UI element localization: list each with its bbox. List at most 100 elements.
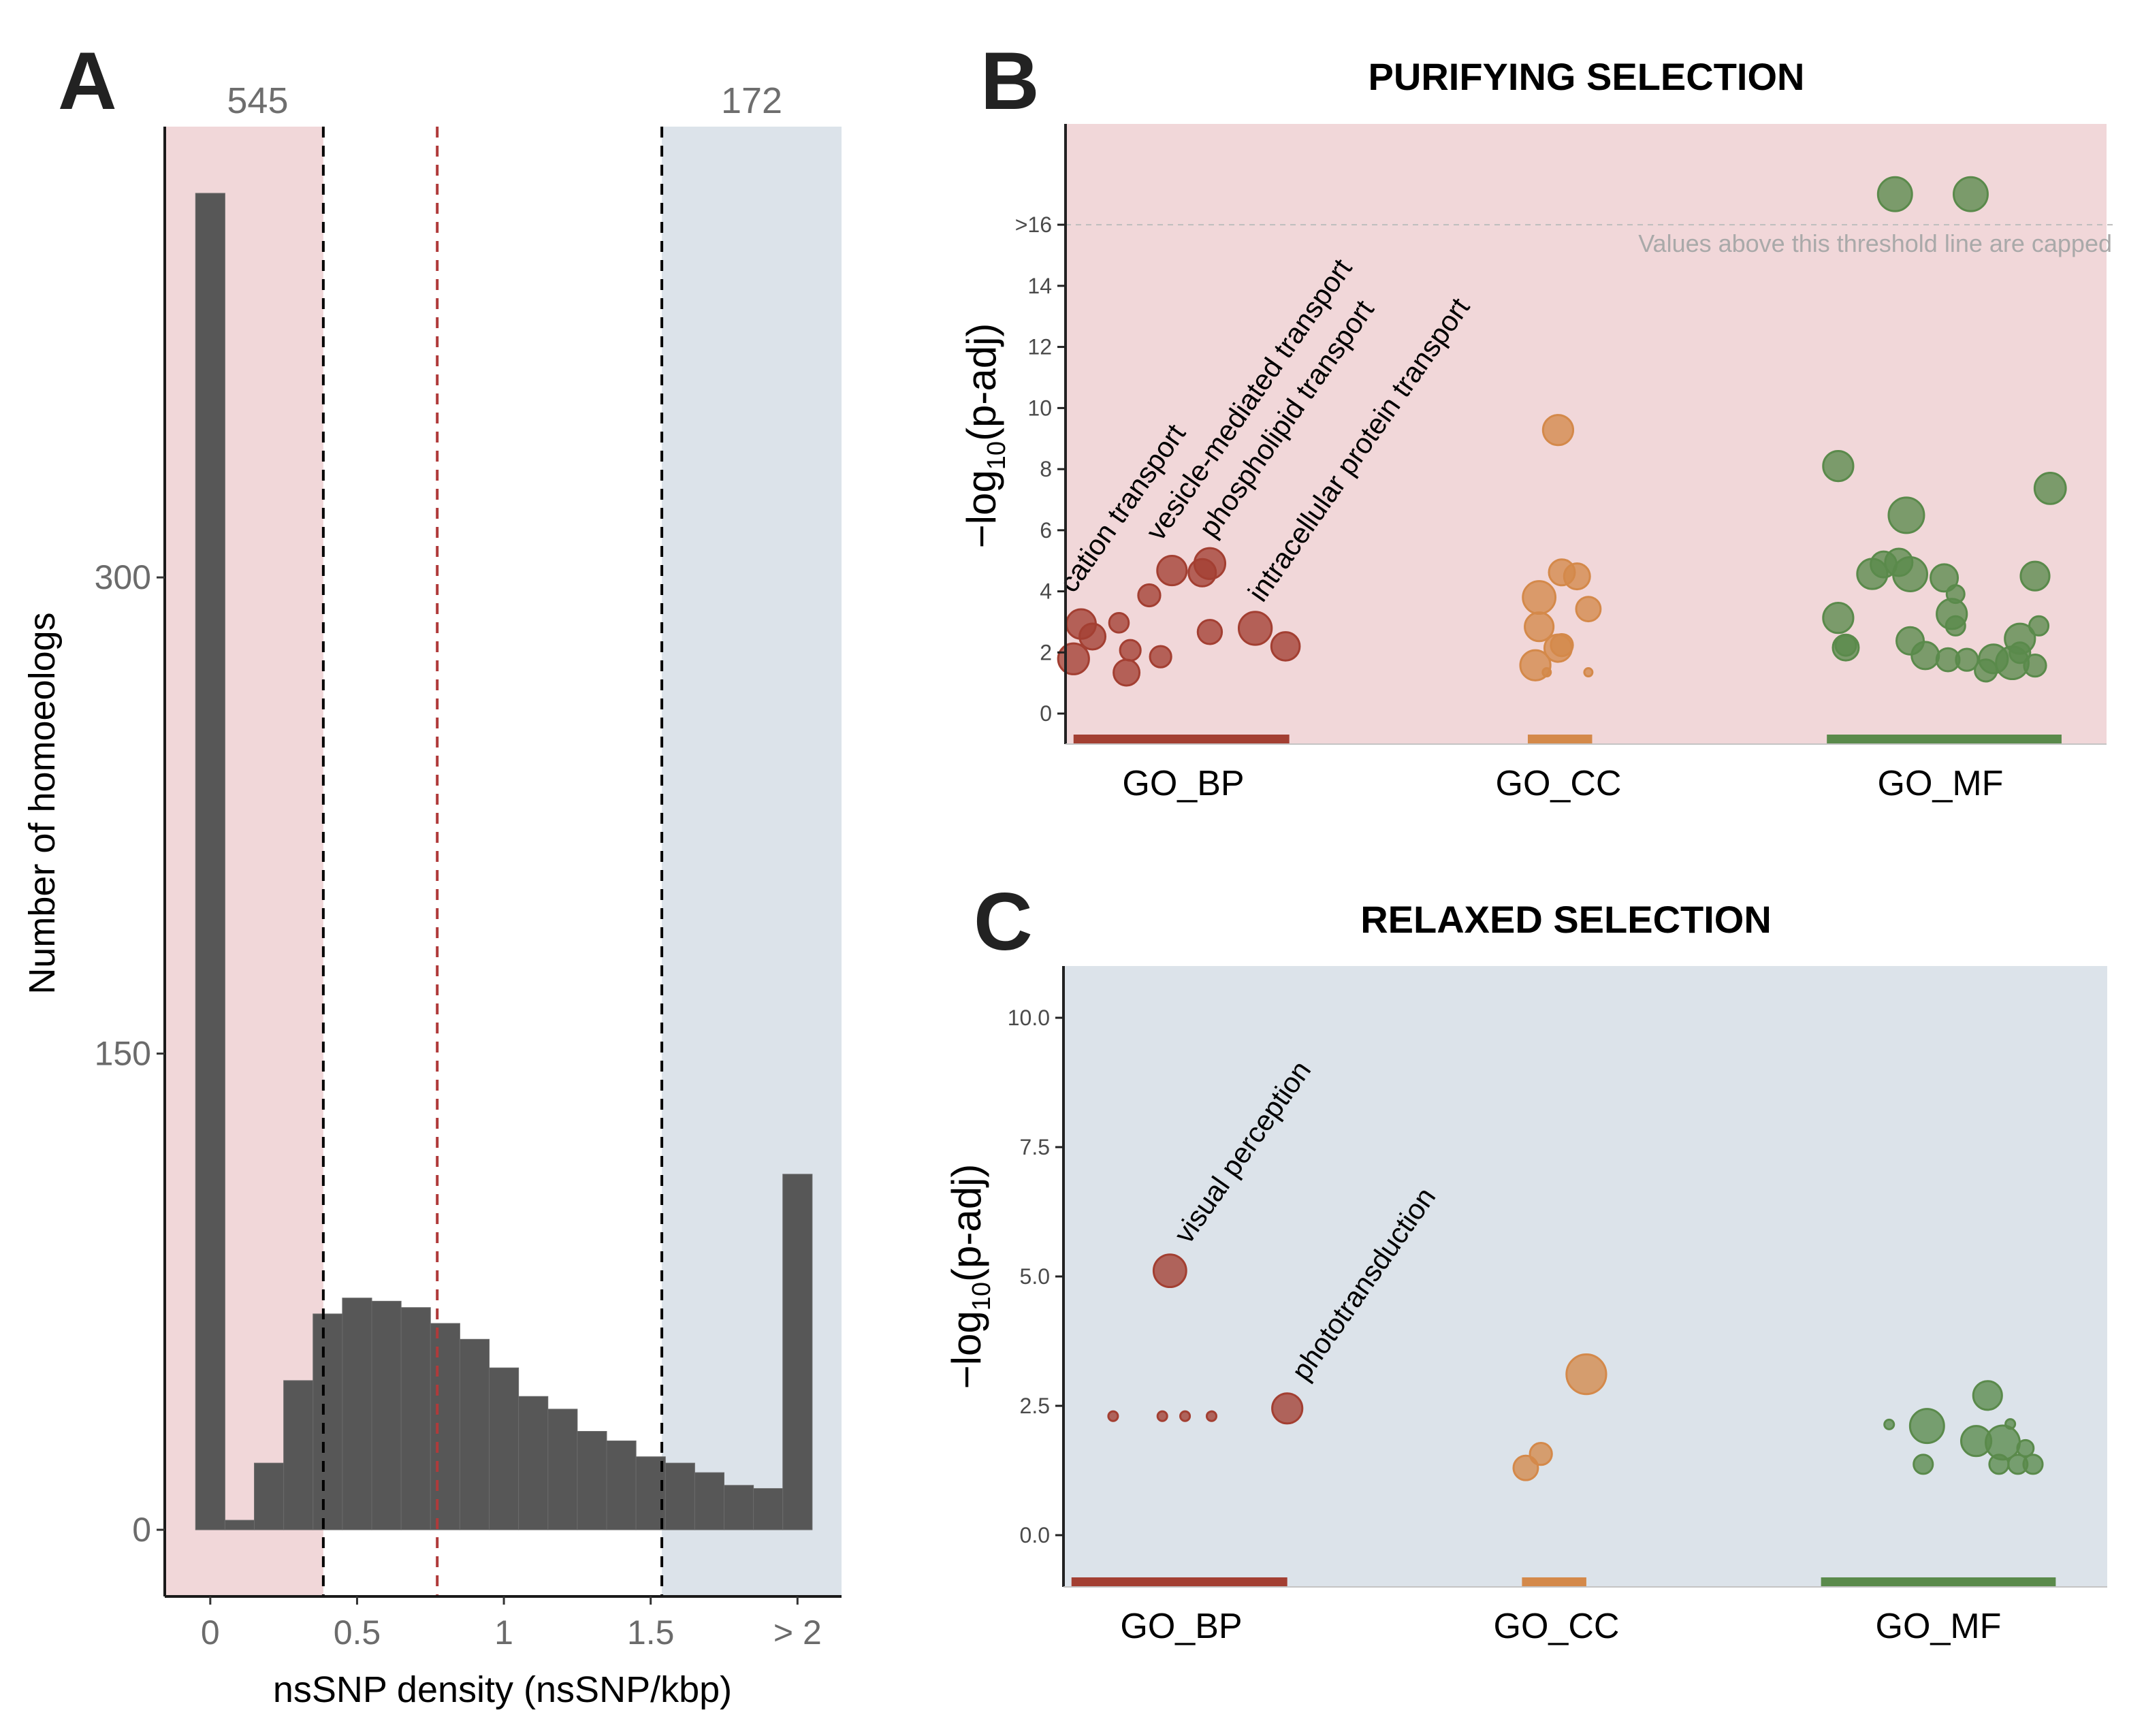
b-point-go-cc — [1524, 611, 1555, 643]
b-point-go-mf — [1930, 563, 1959, 593]
histogram-bar — [195, 193, 225, 1530]
b-point-go-mf — [2023, 654, 2047, 678]
b-y-tick-label: 0 — [1040, 701, 1052, 726]
a-x-tick-label: 0.5 — [334, 1613, 381, 1652]
histogram-bar — [547, 1409, 578, 1530]
histogram-bar — [254, 1462, 285, 1530]
b-ylabel-main: −log — [959, 470, 1004, 548]
b-point-go-bp — [1057, 642, 1090, 675]
histogram-bar — [371, 1300, 402, 1530]
a-bars — [195, 193, 813, 1530]
c-point-go-bp — [1179, 1410, 1191, 1422]
histogram-bar — [430, 1323, 460, 1530]
a-x-tick-label: > 2 — [773, 1613, 822, 1652]
c-point-go-bp — [1152, 1253, 1187, 1289]
histogram-bar — [342, 1298, 372, 1530]
c-category-bar-go-cc — [1522, 1577, 1586, 1587]
b-point-go-cc — [1541, 667, 1552, 678]
b-category-bar-go-bp — [1073, 735, 1290, 744]
region-count-purifying: 545 — [227, 80, 288, 121]
b-point-go-bp — [1237, 611, 1273, 646]
b-point-go-mf — [1945, 615, 1966, 637]
b-ylabel-tail: (p-adj) — [959, 323, 1004, 441]
b-point-go-bp — [1196, 619, 1223, 645]
b-point-go-cc — [1563, 562, 1591, 591]
c-ylabel-sub: 10 — [967, 1282, 996, 1311]
c-point-go-mf — [2022, 1453, 2044, 1475]
histogram-bar — [635, 1456, 666, 1530]
b-y-tick-label: 12 — [1027, 335, 1052, 359]
a-reference-lines — [321, 127, 664, 1596]
c-point-go-mf — [1883, 1418, 1895, 1430]
histogram-bar — [313, 1313, 343, 1530]
panel-label-b: B — [980, 35, 1040, 127]
b-point-go-bp — [1149, 645, 1172, 669]
b-y-axis-title: −log10(p-adj) — [959, 323, 1011, 549]
b-point-go-bp — [1119, 639, 1142, 662]
b-threshold-note: Values above this threshold line are cap… — [1638, 229, 2112, 257]
b-point-go-bp — [1193, 547, 1227, 580]
b-y-tick-label: >16 — [1015, 212, 1052, 237]
panel-b-purifying: B PURIFYING SELECTION Values above this … — [959, 35, 2113, 803]
c-point-go-cc — [1565, 1353, 1607, 1396]
c-point-go-mf — [1988, 1453, 2010, 1475]
c-y-axis-title: −log10(p-adj) — [944, 1164, 996, 1389]
a-y-tick-label: 300 — [95, 558, 151, 596]
b-point-go-mf — [1834, 634, 1857, 657]
c-point-go-bp — [1205, 1410, 1217, 1422]
b-category-label: GO_MF — [1878, 764, 2004, 803]
b-y-tick-label: 10 — [1027, 396, 1052, 420]
b-plot-background — [1066, 124, 2107, 744]
b-point-go-mf — [1910, 641, 1940, 671]
histogram-bar — [606, 1441, 637, 1530]
shaded-region-purifying — [165, 127, 323, 1596]
c-category-label: GO_MF — [1876, 1607, 2002, 1646]
c-point-go-bp — [1271, 1392, 1304, 1425]
b-point-go-cc — [1575, 596, 1602, 623]
b-category-label: GO_BP — [1122, 764, 1244, 803]
c-point-go-cc — [1512, 1454, 1539, 1481]
panel-c-relaxed: C RELAXED SELECTION visual perceptionpho… — [944, 876, 2107, 1646]
b-y-tick-label: 6 — [1040, 518, 1052, 543]
a-x-tick-label: 0 — [201, 1613, 220, 1652]
b-point-go-cc — [1550, 632, 1574, 658]
histogram-bar — [518, 1396, 549, 1530]
b-point-go-mf — [1822, 450, 1855, 483]
panel-a-histogram: A 545 172 0 150 300 0 0.5 1 1.5 > 2 nsSNP densit… — [22, 35, 842, 1710]
c-point-go-bp — [1107, 1410, 1119, 1422]
b-point-go-cc — [1583, 667, 1594, 678]
b-point-go-mf — [1887, 496, 1925, 534]
c-y-tick-label: 10.0 — [1008, 1006, 1050, 1030]
c-category-bar-go-mf — [1821, 1577, 2056, 1587]
histogram-bar — [577, 1431, 607, 1530]
b-point-go-mf — [1953, 176, 1989, 212]
b-point-go-cc — [1541, 414, 1575, 447]
shaded-region-relaxed — [662, 127, 842, 1596]
b-point-go-bp — [1078, 622, 1107, 651]
b-point-go-bp — [1137, 583, 1162, 608]
b-point-go-cc — [1522, 580, 1557, 615]
panel-label-a: A — [58, 35, 117, 127]
region-count-relaxed: 172 — [721, 80, 782, 121]
c-point-go-mf — [1913, 1453, 1934, 1475]
a-axes: 0 150 300 0 0.5 1 1.5 > 2 — [95, 127, 842, 1652]
histogram-bar — [489, 1367, 519, 1530]
b-title: PURIFYING SELECTION — [1369, 55, 1805, 98]
b-point-go-mf — [1822, 602, 1855, 634]
b-point-go-mf — [2019, 560, 2051, 592]
a-y-axis-title: Number of homoeologs — [22, 612, 63, 994]
c-plot: visual perceptionphototransduction0.02.5… — [1008, 966, 2107, 1646]
b-category-label: GO_CC — [1496, 764, 1622, 803]
b-category-bar-go-cc — [1527, 735, 1593, 744]
histogram-bar — [753, 1488, 784, 1530]
b-point-go-bp — [1156, 555, 1188, 587]
c-point-go-mf — [2016, 1438, 2035, 1458]
b-point-go-bp — [1270, 631, 1301, 662]
b-point-go-bp — [1108, 612, 1130, 634]
b-point-go-mf — [1955, 647, 1979, 672]
histogram-bar — [400, 1307, 431, 1530]
histogram-bar — [224, 1520, 255, 1530]
c-category-label: GO_CC — [1494, 1607, 1620, 1646]
a-x-tick-label: 1 — [494, 1613, 513, 1652]
